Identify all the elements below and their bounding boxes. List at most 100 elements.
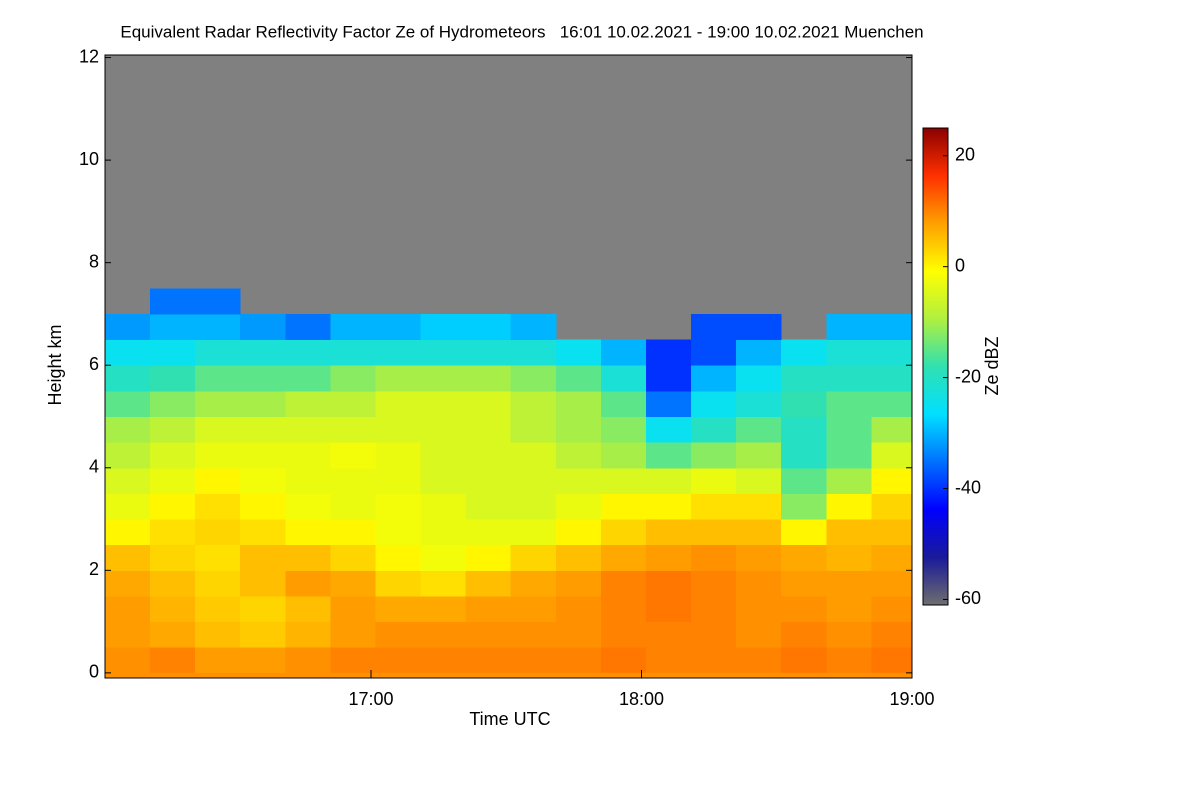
- cell: [465, 467, 512, 494]
- cell: [420, 313, 467, 341]
- cell: [465, 442, 512, 469]
- cell: [420, 544, 467, 571]
- cell: [826, 416, 872, 443]
- cell: [691, 339, 737, 366]
- cell: [150, 621, 196, 648]
- cell: [871, 365, 913, 392]
- cell: [465, 493, 512, 520]
- cell: [105, 416, 151, 443]
- cell: [150, 313, 196, 341]
- cell: [375, 493, 422, 520]
- cell: [826, 595, 872, 623]
- cell: [871, 493, 913, 520]
- cell: [555, 647, 602, 674]
- cell: [781, 442, 827, 469]
- cell: [150, 339, 196, 366]
- cell: [555, 519, 602, 546]
- cell: [736, 595, 782, 623]
- cell: [781, 595, 827, 623]
- cell: [195, 544, 241, 571]
- cell: [330, 416, 376, 443]
- cell: [645, 467, 692, 494]
- cell: [420, 621, 467, 648]
- cell: [195, 442, 241, 469]
- cell: [240, 621, 286, 648]
- cell: [330, 390, 376, 417]
- cell: [465, 365, 512, 392]
- cell: [510, 467, 557, 494]
- cell: [150, 519, 196, 546]
- cell: [691, 519, 737, 546]
- colorbar-tick-label: 0: [955, 255, 965, 275]
- cell: [330, 570, 376, 597]
- cell: [555, 339, 602, 366]
- plot-bottom-pad: [105, 672, 912, 678]
- cell: [150, 288, 196, 315]
- cell: [600, 416, 647, 443]
- colorbar-label: Ze dBZ: [982, 336, 1002, 395]
- cell: [781, 519, 827, 546]
- cell: [420, 493, 467, 520]
- cell: [510, 621, 557, 648]
- cell: [420, 416, 467, 443]
- cell: [150, 467, 196, 494]
- cell: [781, 570, 827, 597]
- y-tick-label: 12: [79, 46, 99, 66]
- cell: [600, 493, 647, 520]
- cell: [465, 544, 512, 571]
- cell: [330, 493, 376, 520]
- cell: [555, 595, 602, 623]
- cell: [285, 621, 331, 648]
- cell: [781, 467, 827, 494]
- cell: [645, 570, 692, 597]
- colorbar-tick-label: 20: [955, 144, 975, 164]
- cell: [150, 595, 196, 623]
- cell: [781, 390, 827, 417]
- cell: [600, 570, 647, 597]
- cell: [150, 647, 196, 674]
- cell: [555, 442, 602, 469]
- cell: [330, 544, 376, 571]
- cell: [691, 595, 737, 623]
- cell: [285, 467, 331, 494]
- cell: [465, 621, 512, 648]
- cell: [510, 365, 557, 392]
- y-tick-label: 0: [89, 662, 99, 682]
- cell: [555, 390, 602, 417]
- cell: [375, 519, 422, 546]
- cell: [736, 647, 782, 674]
- cell: [871, 519, 913, 546]
- cell: [510, 519, 557, 546]
- cell: [420, 365, 467, 392]
- cell: [330, 647, 376, 674]
- cell: [375, 544, 422, 571]
- cell: [871, 442, 913, 469]
- cell: [330, 595, 376, 623]
- cell: [195, 365, 241, 392]
- cell: [240, 313, 286, 341]
- cell: [736, 519, 782, 546]
- cell: [375, 467, 422, 494]
- cell: [691, 416, 737, 443]
- cell: [736, 313, 782, 341]
- cell: [150, 544, 196, 571]
- cell: [465, 390, 512, 417]
- cell: [871, 467, 913, 494]
- cell: [871, 390, 913, 417]
- cell: [105, 365, 151, 392]
- cell: [826, 647, 872, 674]
- cell: [736, 570, 782, 597]
- cell: [736, 365, 782, 392]
- cell: [195, 493, 241, 520]
- cell: [375, 595, 422, 623]
- cell: [105, 339, 151, 366]
- cell: [826, 570, 872, 597]
- cell: [691, 390, 737, 417]
- cell: [600, 647, 647, 674]
- cell: [105, 442, 151, 469]
- y-tick-label: 6: [89, 354, 99, 374]
- cell: [330, 313, 376, 341]
- cell: [240, 365, 286, 392]
- cell: [510, 313, 557, 341]
